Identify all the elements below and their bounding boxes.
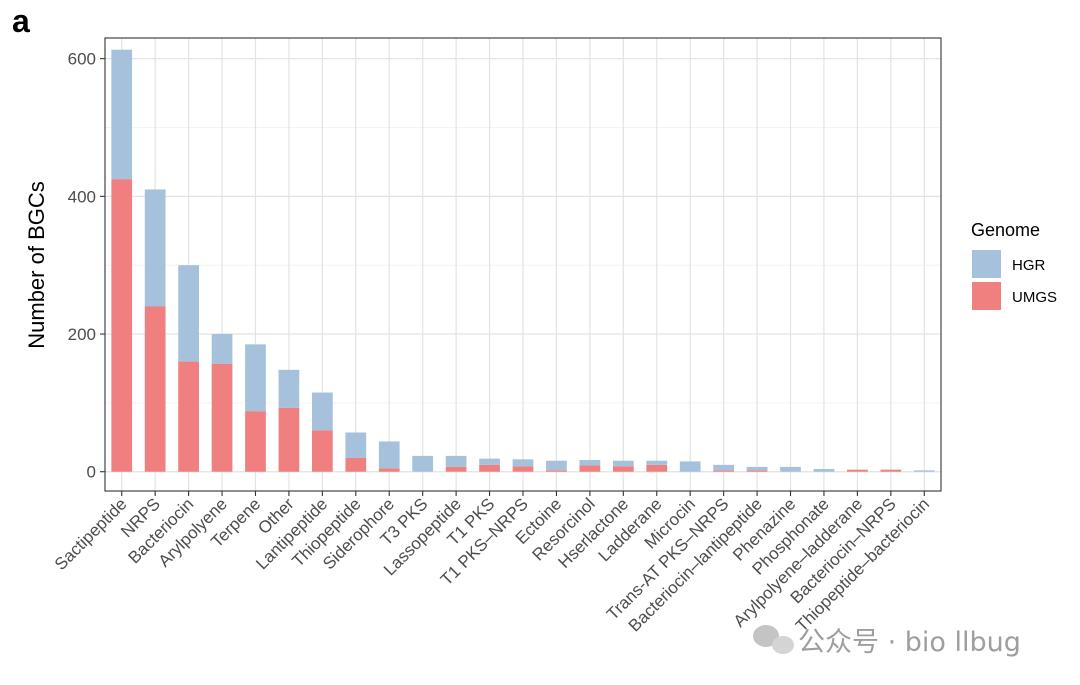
bar-hgr: [646, 460, 668, 465]
bar-hgr: [579, 460, 601, 466]
bar-umgs: [646, 464, 668, 472]
bar-hgr: [746, 466, 768, 471]
legend: Genome HGR UMGS: [971, 220, 1057, 310]
bar-hgr: [211, 334, 233, 364]
x-axis: SactipeptideNRPSBacteriocinArylpolyeneTe…: [51, 491, 933, 635]
bar-hgr: [612, 460, 634, 467]
bar-hgr: [378, 441, 400, 469]
watermark-text: 公众号 · bio llbug: [798, 627, 1021, 658]
bar-hgr: [111, 49, 133, 180]
legend-swatch-hgr: [972, 250, 1001, 278]
bar-hgr: [178, 265, 199, 362]
legend-label-hgr: HGR: [1012, 257, 1046, 274]
bar-umgs: [178, 361, 199, 472]
bar-hgr: [546, 460, 567, 471]
bar-hgr: [479, 458, 500, 465]
bar-hgr: [813, 468, 835, 472]
watermark: 公众号 · bio llbug: [753, 625, 1021, 658]
bar-hgr: [345, 432, 367, 458]
y-tick-label: 400: [68, 187, 96, 206]
bar-umgs: [479, 464, 500, 472]
bar-umgs: [579, 465, 601, 472]
bar-umgs: [612, 466, 634, 472]
bar-umgs: [746, 470, 768, 472]
legend-title: Genome: [971, 220, 1040, 240]
bar-hgr: [144, 189, 166, 307]
bar-umgs: [512, 466, 534, 472]
bar-umgs: [713, 470, 735, 472]
y-tick-label: 0: [87, 463, 96, 482]
bar-hgr: [679, 461, 701, 472]
bar-umgs: [211, 363, 233, 472]
bar-hgr: [780, 466, 801, 472]
y-tick-label: 600: [68, 50, 96, 69]
bar-hgr: [445, 455, 467, 467]
y-tick-label: 200: [68, 325, 96, 344]
legend-label-umgs: UMGS: [1012, 289, 1057, 306]
bar-umgs: [311, 430, 333, 472]
bar-umgs: [245, 411, 266, 472]
bar-hgr: [412, 455, 434, 472]
bar-umgs: [345, 457, 367, 472]
bar-hgr: [278, 369, 300, 408]
bar-umgs: [880, 469, 902, 472]
bar-umgs: [111, 179, 133, 472]
bars: [111, 49, 935, 472]
panel-letter: a: [12, 3, 30, 39]
bar-hgr: [713, 464, 735, 471]
bar-umgs: [847, 469, 868, 472]
bar-umgs: [546, 470, 567, 472]
y-axis-title: Number of BGCs: [24, 181, 49, 349]
bar-hgr: [512, 459, 534, 467]
bar-umgs: [378, 468, 400, 472]
bar-umgs: [445, 466, 467, 472]
wechat-icon: [753, 625, 794, 654]
bar-hgr: [311, 392, 333, 431]
x-tick-label: Sactipeptide: [51, 494, 131, 574]
bar-umgs: [278, 407, 300, 472]
bar-umgs: [144, 306, 166, 472]
legend-swatch-umgs: [972, 282, 1001, 310]
bar-hgr: [913, 470, 935, 472]
y-axis: 0 200 400 600: [68, 50, 105, 482]
bar-hgr: [245, 344, 266, 412]
